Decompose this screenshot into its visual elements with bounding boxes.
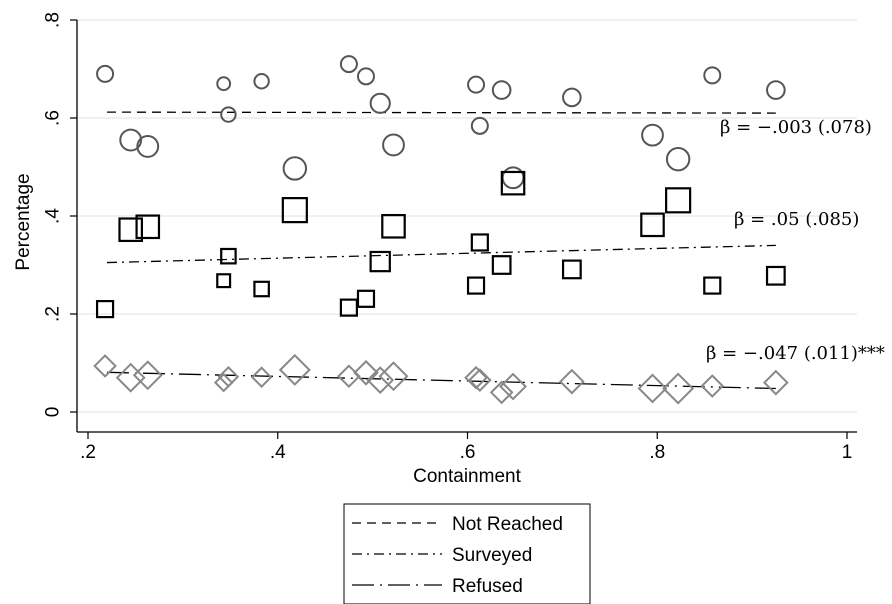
y-tick-label: 0 [43,407,64,418]
data-point-circle [96,64,115,83]
data-point-square [381,213,406,239]
data-point-square [665,187,692,214]
data-point-diamond [115,362,146,393]
data-point-diamond [378,361,409,392]
data-point-square [369,250,391,273]
data-point-square [118,217,143,243]
data-point-circle [665,146,691,172]
data-point-circle [491,80,512,100]
data-point-diamond [93,354,117,378]
data-point-circle [136,135,160,158]
y-tick-label: .4 [43,208,64,224]
beta-annotation: β = .05 (.085) [734,209,859,230]
data-point-diamond [637,373,668,404]
beta-annotation: β = −.003 (.078) [720,117,872,138]
data-point-circle [220,106,237,123]
data-point-diamond [366,366,395,395]
data-point-square [640,212,665,238]
data-point-diamond [250,366,273,388]
data-point-square [220,247,237,265]
x-tick-label: 1 [842,442,853,463]
data-point-square [356,289,376,308]
data-point-circle [356,67,375,86]
data-points [93,55,789,405]
data-point-circle [216,76,232,92]
y-axis-title: Percentage [13,173,34,270]
fit-line-surveyed [106,244,776,264]
data-point-diamond [499,372,527,401]
legend-label: Not Reached [452,514,563,535]
y-tick-label: .8 [43,12,64,28]
beta-annotations: β = −.003 (.078) β = .05 (.085) β = −.047 … [706,117,885,364]
data-point-circle [703,66,722,85]
data-point-square [470,233,489,252]
data-point-square [216,273,232,289]
data-point-diamond [132,360,163,391]
data-point-diamond [762,369,789,396]
data-point-square [466,276,486,295]
data-point-diamond [700,374,725,398]
data-point-circle [641,123,664,147]
data-point-square [765,265,786,286]
data-point-circle [282,156,308,181]
data-point-circle [369,92,391,114]
data-point-diamond [489,380,514,405]
data-point-circle [467,75,486,94]
y-tick-label: .2 [43,306,64,322]
data-point-circle [339,55,358,74]
data-point-diamond [353,359,379,386]
legend-label: Surveyed [452,545,532,566]
x-tick-label: .2 [80,442,96,463]
x-axis-title: Containment [413,466,521,487]
data-point-square [491,255,512,275]
legend-label: Refused [452,576,523,597]
data-point-square [281,197,308,224]
data-point-square [95,300,115,319]
data-point-circle [470,116,489,135]
data-point-circle [562,87,582,108]
legend: Not Reached Surveyed Refused [343,503,591,604]
data-point-circle [253,73,270,90]
data-point-circle [382,133,405,157]
data-point-circle [766,80,786,100]
data-point-square [253,280,270,298]
x-tick-label: .6 [460,442,476,463]
x-tick-label: .8 [649,442,665,463]
y-tick-label: .6 [43,110,64,126]
legend-box [343,503,591,604]
data-point-diamond [468,368,492,392]
data-point-square [703,276,722,295]
data-point-diamond [213,372,234,393]
data-point-diamond [217,365,240,388]
data-point-square [561,259,582,280]
fit-line-not-reached [106,111,776,114]
beta-annotation: β = −.047 (.011)*** [706,343,885,364]
data-point-diamond [278,353,311,386]
x-tick-label: .4 [270,442,286,463]
axis-ticks: 0 .2 .4 .6 .8 .2 .4 .6 .8 1 [43,12,853,463]
data-point-diamond [559,368,585,395]
data-point-diamond [662,372,695,405]
data-point-square [135,214,161,240]
data-point-square [500,170,526,196]
data-point-circle [119,128,143,152]
grid-lines [77,19,857,413]
